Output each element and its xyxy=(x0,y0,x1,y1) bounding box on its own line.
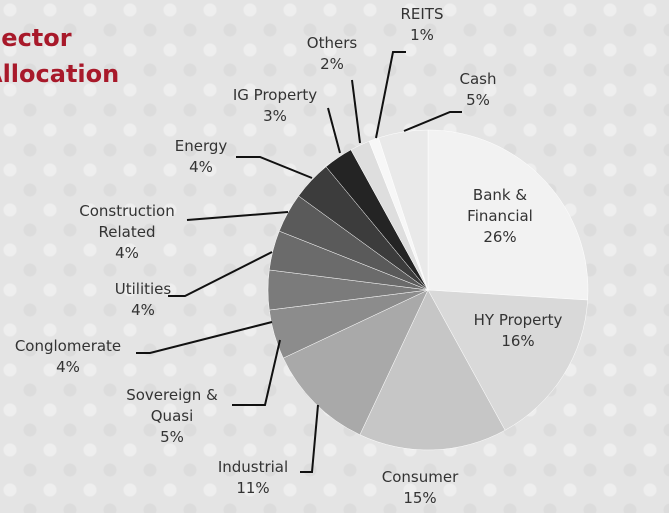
slice-label: Industrial 11% xyxy=(218,458,288,497)
leader-line xyxy=(327,107,341,154)
value-label: 4% xyxy=(189,158,213,176)
label-line: Others xyxy=(307,34,358,52)
leader-line xyxy=(186,211,289,221)
value-label: 4% xyxy=(56,358,80,376)
value-label: 5% xyxy=(466,91,490,109)
label-line: Utilities xyxy=(115,280,172,298)
leader-line xyxy=(351,79,361,144)
chart-title: Sector xyxy=(0,24,72,52)
value-label: 3% xyxy=(263,107,287,125)
label-line: Sovereign & xyxy=(126,386,218,404)
label-line: Construction xyxy=(79,202,175,220)
value-label: 1% xyxy=(410,26,434,44)
label-line: Conglomerate xyxy=(15,337,121,355)
pie-slice xyxy=(282,289,429,436)
pie-slice xyxy=(427,129,589,301)
label-line: Quasi xyxy=(151,407,194,425)
label-line: HY Property xyxy=(474,311,563,329)
leader-line xyxy=(300,404,319,473)
chart-title: Allocation xyxy=(0,60,119,88)
leader-line xyxy=(168,251,273,297)
label-line: Bank & xyxy=(473,186,527,204)
pie-slice xyxy=(359,289,506,451)
label-line: REITS xyxy=(400,5,443,23)
slice-label: Bank & Financial 26% xyxy=(467,186,533,246)
label-line: Related xyxy=(99,223,156,241)
leader-line xyxy=(236,156,313,179)
slice-label: Others 2% xyxy=(307,34,358,73)
slice-label: REITS 1% xyxy=(400,5,443,44)
label-line: Energy xyxy=(175,137,228,155)
pie-slice xyxy=(378,129,429,291)
value-label: 26% xyxy=(483,228,516,246)
leader-line xyxy=(403,111,462,132)
label-line: Consumer xyxy=(382,468,459,486)
leader-line xyxy=(232,339,281,406)
leader-line xyxy=(136,321,273,354)
label-line: Industrial xyxy=(218,458,288,476)
value-label: 4% xyxy=(131,301,155,319)
slice-label: Sovereign & Quasi 5% xyxy=(126,386,218,446)
leader-line xyxy=(375,51,406,139)
value-label: 15% xyxy=(403,489,436,507)
slice-label: IG Property 3% xyxy=(233,86,317,125)
slice-label: HY Property 16% xyxy=(474,311,563,350)
label-line: Financial xyxy=(467,207,533,225)
label-line: IG Property xyxy=(233,86,317,104)
pie-slice xyxy=(427,289,588,431)
slice-label: Construction Related 4% xyxy=(79,202,175,262)
value-label: 11% xyxy=(236,479,269,497)
value-label: 4% xyxy=(115,244,139,262)
value-label: 16% xyxy=(501,332,534,350)
slice-label: Consumer 15% xyxy=(382,468,459,507)
label-line: Cash xyxy=(460,70,497,88)
slice-label: Energy 4% xyxy=(175,137,228,176)
slice-label: Conglomerate 4% xyxy=(15,337,121,376)
value-label: 2% xyxy=(320,55,344,73)
slice-label: Cash 5% xyxy=(460,70,497,109)
slice-label: Utilities 4% xyxy=(115,280,172,319)
value-label: 5% xyxy=(160,428,184,446)
